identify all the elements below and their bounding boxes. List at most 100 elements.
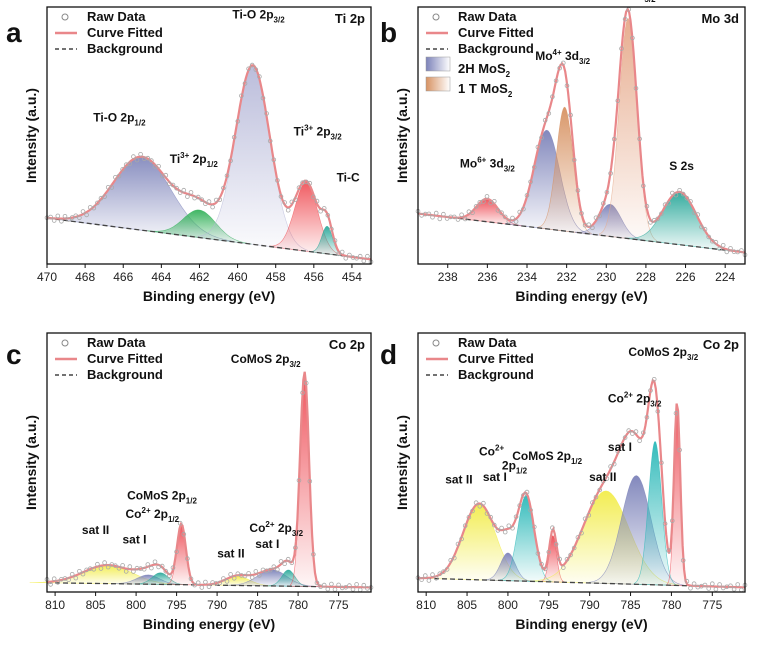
peak-annotation-part: 3/2 (331, 133, 343, 142)
raw-data-point (318, 584, 323, 589)
raw-data-point (242, 81, 248, 86)
peak-annotation-part: Mo (601, 0, 618, 1)
raw-data-point (550, 525, 555, 530)
peak-annotation-part: 3+ (180, 151, 189, 160)
peak-annotation: sat I (608, 440, 632, 454)
raw-data-point (542, 117, 548, 123)
raw-data-point (517, 503, 522, 508)
raw-data-point (535, 144, 541, 150)
peak-annotation-part: 3/2 (292, 529, 304, 538)
x-tick-label: 464 (151, 270, 171, 284)
peak-annotation-part: 3d (562, 49, 579, 63)
legend-label: Curve Fitted (458, 25, 534, 40)
raw-data-point (311, 194, 316, 200)
raw-data-point (203, 579, 208, 585)
peak-annotation-part: 2p (275, 521, 292, 535)
raw-data-point (246, 571, 251, 576)
raw-data-point (55, 213, 61, 219)
raw-data-point (55, 580, 61, 585)
x-tick-label: 805 (457, 598, 477, 612)
peak-annotation-part: 2p (633, 391, 650, 405)
legend-label: Background (458, 367, 534, 382)
panel-b: 238 236 234 232 230 228 226 224 Binding energy (… (380, 0, 748, 304)
raw-data-point (553, 541, 559, 547)
raw-data-point (84, 212, 89, 218)
raw-data-point (702, 226, 708, 232)
raw-data-point (717, 582, 722, 587)
raw-data-point (329, 581, 334, 587)
raw-data-point (593, 215, 599, 221)
raw-data-point (314, 580, 320, 586)
peak-annotation-part: Co (608, 391, 624, 405)
raw-data-point (357, 587, 363, 593)
legend-label-part: 2H MoS (458, 61, 506, 76)
x-tick-label: 795 (539, 598, 559, 612)
raw-data-point (325, 586, 331, 592)
raw-data-point (73, 213, 79, 219)
raw-data-point (231, 135, 237, 140)
raw-data-point (430, 572, 435, 577)
raw-data-point (462, 523, 468, 528)
raw-data-point (51, 576, 57, 581)
raw-data-point (275, 567, 280, 572)
raw-data-point (293, 545, 298, 551)
peak-annotation-part: 1/2 (571, 457, 583, 466)
x-tick-label: 780 (288, 598, 308, 612)
raw-data-point (615, 98, 621, 104)
peak-annotation-part: 2p (313, 125, 330, 139)
y-axis-label: Intensity (a.u.) (394, 88, 410, 183)
raw-data-point (336, 251, 341, 257)
raw-data-point (619, 46, 624, 51)
raw-data-point (307, 478, 313, 484)
raw-data-point (152, 559, 158, 565)
raw-data-point (195, 194, 201, 200)
legend-raw-marker (432, 13, 440, 21)
raw-data-point (611, 461, 617, 467)
legend-swatch (425, 76, 451, 92)
raw-data-point (98, 566, 104, 571)
raw-data-point (156, 164, 161, 169)
raw-data-point (195, 580, 201, 585)
raw-data-point (553, 78, 559, 84)
raw-data-point (470, 508, 475, 514)
peak-annotation-part: 5/2 (644, 0, 656, 4)
raw-data-point (127, 161, 133, 167)
raw-data-point (597, 213, 602, 219)
raw-data-point (495, 528, 501, 533)
raw-data-point (640, 183, 646, 189)
raw-data-point (691, 581, 697, 586)
peak-annotation-part: Co (249, 521, 265, 535)
raw-data-point (296, 185, 302, 191)
raw-data-point (579, 211, 584, 216)
peak-annotation-part: sat I (255, 537, 279, 551)
raw-data-point (246, 66, 251, 72)
raw-data-point (206, 584, 212, 590)
raw-data-point (735, 249, 740, 255)
peak-annotation-part: 2p (502, 458, 516, 472)
raw-data-point (495, 208, 501, 213)
peak-annotation: Ti3+ 2p1/2 (170, 151, 219, 169)
raw-data-point (702, 582, 708, 588)
plot-frame (417, 332, 746, 593)
plot-frame (46, 6, 372, 265)
peak-annotation-part: 3/2 (687, 353, 699, 362)
raw-data-point (199, 585, 205, 590)
raw-data-point (289, 199, 295, 205)
peak-annotation-part: sat II (82, 523, 109, 537)
raw-data-point (51, 218, 57, 223)
raw-data-point (644, 414, 650, 420)
raw-data-point (669, 190, 675, 196)
raw-data-point (622, 16, 628, 22)
legend-label: 1 T MoS2 (458, 81, 513, 99)
raw-data-point (141, 566, 147, 572)
raw-data-point (706, 234, 711, 240)
raw-data-point (524, 193, 530, 198)
peak-annotation: sat I (255, 537, 279, 551)
raw-data-point (709, 581, 715, 586)
raw-data-point (347, 583, 352, 588)
plot-frame (417, 6, 746, 265)
raw-data-point (488, 200, 494, 206)
raw-data-point (648, 220, 653, 225)
